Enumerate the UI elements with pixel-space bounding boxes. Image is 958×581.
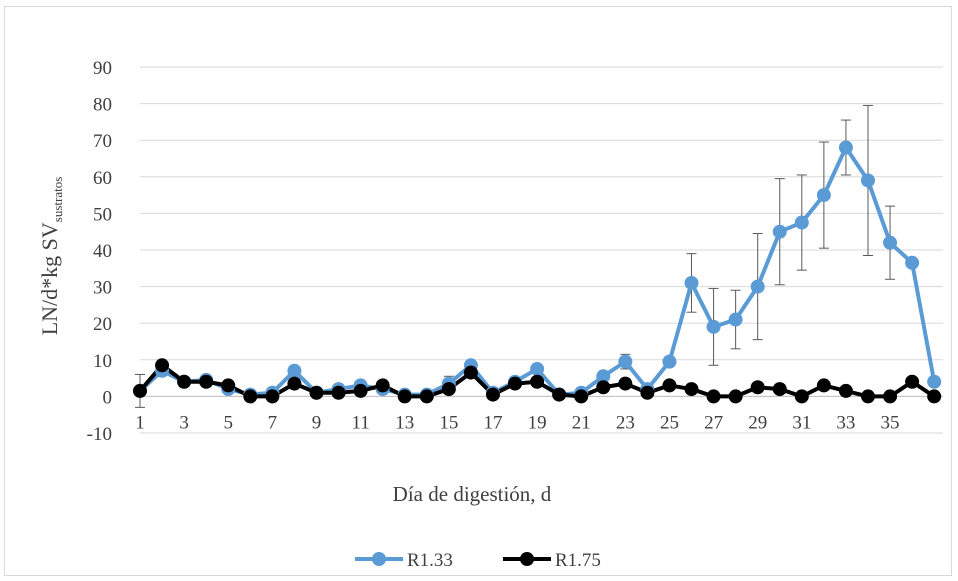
data-point-R1.33	[706, 319, 721, 334]
data-point-R1.75	[883, 389, 898, 404]
data-point-R1.75	[927, 389, 942, 404]
x-tick-label: 35	[881, 412, 900, 433]
x-tick-label: 1	[135, 412, 145, 433]
data-point-R1.75	[375, 378, 390, 393]
x-tick-label: 29	[748, 412, 767, 433]
data-point-R1.75	[838, 383, 853, 398]
data-point-R1.75	[508, 376, 523, 391]
y-tick-label: 90	[93, 58, 112, 79]
data-point-R1.75	[574, 389, 589, 404]
data-point-R1.75	[331, 385, 346, 400]
y-tick-label: 0	[103, 387, 113, 408]
data-point-R1.33	[750, 279, 765, 294]
legend-label-R1.75: R1.75	[555, 550, 601, 571]
x-tick-label: 23	[616, 412, 635, 433]
y-tick-label: 70	[93, 131, 112, 152]
data-point-R1.75	[221, 378, 236, 393]
data-point-R1.33	[794, 215, 809, 230]
x-tick-label: 33	[836, 412, 855, 433]
data-point-R1.33	[684, 275, 699, 290]
data-point-R1.75	[905, 374, 920, 389]
data-point-R1.33	[530, 361, 545, 376]
data-point-R1.33	[905, 255, 920, 270]
x-axis-label: Día de digestión, d	[393, 482, 552, 506]
data-point-R1.75	[706, 389, 721, 404]
series-lines	[138, 145, 937, 399]
y-tick-label: 10	[93, 351, 112, 372]
data-point-R1.33	[927, 374, 942, 389]
x-tick-label: 3	[179, 412, 189, 433]
data-point-R1.75	[618, 376, 633, 391]
data-point-R1.75	[177, 374, 192, 389]
x-tick-label: 13	[395, 412, 414, 433]
data-point-R1.33	[838, 140, 853, 155]
data-point-R1.75	[816, 378, 831, 393]
y-tick-label: 50	[93, 204, 112, 225]
legend-label-R1.33: R1.33	[407, 550, 453, 571]
data-point-R1.75	[265, 389, 280, 404]
data-point-R1.75	[750, 380, 765, 395]
data-point-R1.75	[155, 358, 170, 373]
data-point-R1.75	[552, 387, 567, 402]
y-axis-label-main: LN/d*kg SV	[37, 222, 62, 335]
data-point-R1.75	[463, 365, 478, 380]
y-tick-label: 30	[93, 278, 112, 299]
y-tick-label: -10	[87, 424, 112, 445]
x-tick-label: 21	[572, 412, 591, 433]
data-point-R1.75	[596, 380, 611, 395]
x-tick-label: 15	[439, 412, 458, 433]
y-tick-label: 20	[93, 314, 112, 335]
data-point-R1.33	[860, 173, 875, 188]
y-axis-label-subscript: sustratos	[50, 177, 65, 223]
chart-frame: -10 0 10 20 30 40 50 60 70 80 90 1 3 5 7 9 11 13 15 17 19 21 2…	[4, 6, 952, 576]
x-tick-label: 11	[351, 412, 369, 433]
data-point-R1.75	[287, 376, 302, 391]
x-tick-label: 9	[312, 412, 322, 433]
x-tick-label: 17	[483, 412, 502, 433]
x-tick-label: 27	[704, 412, 723, 433]
y-axis-label: LN/d*kg SVsustratos	[37, 177, 65, 336]
data-point-R1.75	[485, 387, 500, 402]
data-point-R1.33	[662, 354, 677, 369]
data-point-R1.75	[133, 383, 147, 398]
legend-marker-R1.75	[520, 552, 534, 566]
x-tick-label: 31	[792, 412, 811, 433]
data-point-R1.75	[684, 382, 699, 397]
data-point-R1.33	[883, 235, 898, 250]
data-point-R1.75	[772, 382, 787, 397]
data-point-R1.75	[397, 389, 412, 404]
data-point-R1.75	[419, 389, 434, 404]
data-point-R1.75	[640, 385, 655, 400]
legend: R1.33 R1.75	[355, 550, 601, 571]
x-tick-label: 25	[660, 412, 679, 433]
data-point-R1.75	[243, 389, 258, 404]
data-point-R1.33	[618, 354, 633, 369]
error-bars	[135, 104, 896, 408]
data-point-R1.75	[353, 383, 368, 398]
data-point-R1.33	[816, 188, 831, 203]
data-point-R1.33	[287, 363, 302, 378]
data-point-R1.75	[441, 382, 456, 397]
data-point-R1.75	[530, 374, 545, 389]
data-point-R1.33	[728, 312, 743, 327]
y-tick-label: 80	[93, 95, 112, 116]
x-tick-label: 7	[268, 412, 278, 433]
x-tick-label: 19	[528, 412, 547, 433]
data-point-R1.75	[860, 389, 875, 404]
data-point-R1.33	[772, 224, 787, 239]
series-line-R1.33	[138, 145, 937, 397]
data-point-R1.75	[662, 378, 677, 393]
data-point-R1.75	[794, 389, 809, 404]
legend-marker-R1.33	[372, 552, 386, 566]
series-markers	[133, 140, 942, 404]
data-point-R1.33	[596, 369, 611, 384]
y-tick-label: 60	[93, 168, 112, 189]
data-point-R1.75	[728, 389, 743, 404]
data-point-R1.75	[199, 374, 214, 389]
y-tick-label: 40	[93, 241, 112, 262]
data-point-R1.75	[309, 385, 324, 400]
x-tick-label: 5	[223, 412, 233, 433]
